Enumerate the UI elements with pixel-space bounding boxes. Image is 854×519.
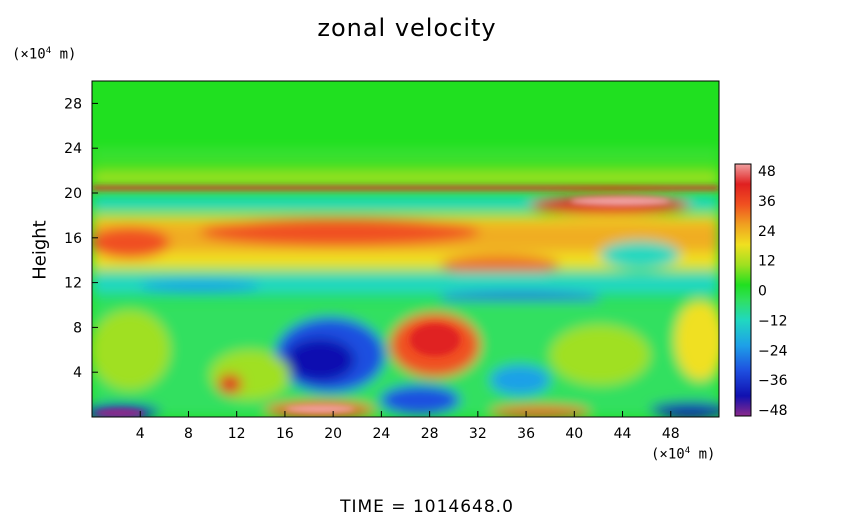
y-tick-label: 24	[64, 141, 82, 157]
x-tick-label: 16	[276, 426, 294, 442]
colorbar-tick-label: 24	[758, 224, 776, 240]
y-tick-label: 16	[64, 231, 82, 247]
x-tick-label: 12	[228, 426, 246, 442]
y-tick-label: 8	[73, 320, 82, 336]
colorbar-tick-label: 12	[758, 254, 776, 270]
x-tick-label: 8	[184, 426, 193, 442]
x-tick-label: 4	[136, 426, 145, 442]
time-label: TIME = 1014648.0	[340, 497, 514, 517]
plot-frame	[91, 80, 720, 418]
x-tick-label: 24	[372, 426, 390, 442]
x-tick-label: 48	[662, 426, 680, 442]
x-tick-label: 32	[469, 426, 487, 442]
x-tick-label: 20	[324, 426, 342, 442]
x-tick-label: 28	[421, 426, 439, 442]
colorbar	[734, 163, 752, 417]
colorbar-axis: 48 36 24 12 0 −12 −24 −36 −48	[758, 164, 788, 419]
x-tick-label: 36	[517, 426, 535, 442]
colorbar-tick-label: −48	[758, 403, 788, 419]
colorbar-tick-label: 0	[758, 284, 767, 300]
colorbar-tick-label: 48	[758, 164, 776, 180]
y-axis-unit: (×104 m)	[12, 46, 77, 63]
y-axis: 4 8 12 16 20 24 28	[64, 96, 98, 381]
y-tick-label: 4	[73, 365, 82, 381]
colorbar-tick-label: −24	[758, 343, 788, 359]
y-tick-label: 12	[64, 276, 82, 292]
y-tick-label: 28	[64, 96, 82, 112]
y-tick-label: 20	[64, 186, 82, 202]
x-tick-label: 40	[565, 426, 583, 442]
heatmap	[92, 81, 719, 417]
x-tick-label: 44	[614, 426, 632, 442]
x-axis-unit: (×104 m)	[651, 446, 716, 463]
colorbar-tick-label: −12	[758, 313, 788, 329]
chart-title: zonal velocity	[317, 14, 497, 42]
colorbar-tick-label: −36	[758, 373, 788, 389]
colorbar-tick-label: 36	[758, 194, 776, 210]
x-axis: 4 8 12 16 20 24 28 32 36 40 44 48	[136, 411, 680, 442]
